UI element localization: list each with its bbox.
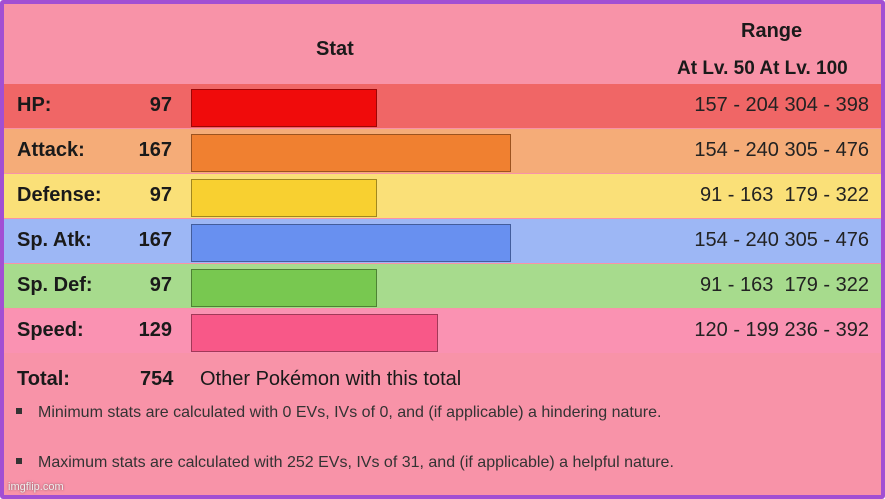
stat-value: 129 [138, 319, 172, 341]
stat-label: Sp. Def: [17, 274, 93, 296]
stats-header: Stat Range At Lv. 50 At Lv. 100 [4, 4, 881, 84]
stat-row: Defense: 97 91 - 163 179 - 322 [4, 174, 881, 218]
stat-value: 167 [138, 229, 172, 251]
stat-range: 120 - 199 236 - 392 [694, 319, 869, 341]
stat-row: Sp. Def: 97 91 - 163 179 - 322 [4, 264, 881, 308]
stat-label: Attack: [17, 139, 85, 161]
watermark: imgflip.com [8, 481, 64, 493]
stat-label: HP: [17, 94, 52, 116]
range-level-heading: At Lv. 50 At Lv. 100 [677, 58, 848, 79]
stat-row: Attack: 167 154 - 240 305 - 476 [4, 129, 881, 173]
other-pokemon-link[interactable]: Other Pokémon with this total [200, 368, 462, 390]
total-label: Total: [17, 368, 70, 390]
stat-value: 97 [149, 184, 172, 206]
stat-label: Sp. Atk: [17, 229, 92, 251]
stat-label: Defense: [17, 184, 102, 206]
stat-bar [191, 134, 511, 172]
bullet-icon [16, 457, 22, 464]
stat-bar [191, 314, 438, 352]
stat-range: 91 - 163 179 - 322 [699, 274, 869, 296]
note-maximum: Maximum stats are calculated with 252 EV… [16, 454, 674, 472]
note-text: Minimum stats are calculated with 0 EVs,… [38, 404, 662, 421]
bullet-icon [16, 407, 22, 414]
stat-range: 154 - 240 305 - 476 [694, 139, 869, 161]
stat-range: 157 - 204 304 - 398 [694, 94, 869, 116]
stat-row: Sp. Atk: 167 154 - 240 305 - 476 [4, 219, 881, 263]
total-value: 754 [140, 368, 174, 390]
stat-row: Speed: 129 120 - 199 236 - 392 [4, 309, 881, 353]
total-row: Total: 754 Other Pokémon with this total [4, 362, 881, 398]
range-column-heading: Range [741, 20, 803, 42]
stat-value: 97 [149, 94, 172, 116]
stat-bar [191, 269, 377, 307]
note-text: Maximum stats are calculated with 252 EV… [38, 454, 674, 471]
stat-label: Speed: [17, 319, 84, 341]
stat-bar [191, 89, 377, 127]
stat-range: 154 - 240 305 - 476 [694, 229, 869, 251]
stat-column-heading: Stat [316, 38, 354, 60]
stat-value: 167 [138, 139, 172, 161]
stat-bar [191, 179, 377, 217]
note-minimum: Minimum stats are calculated with 0 EVs,… [16, 404, 661, 422]
stat-range: 91 - 163 179 - 322 [699, 184, 869, 206]
stat-value: 97 [149, 274, 172, 296]
stat-row: HP: 97 157 - 204 304 - 398 [4, 84, 881, 128]
stat-bar [191, 224, 511, 262]
